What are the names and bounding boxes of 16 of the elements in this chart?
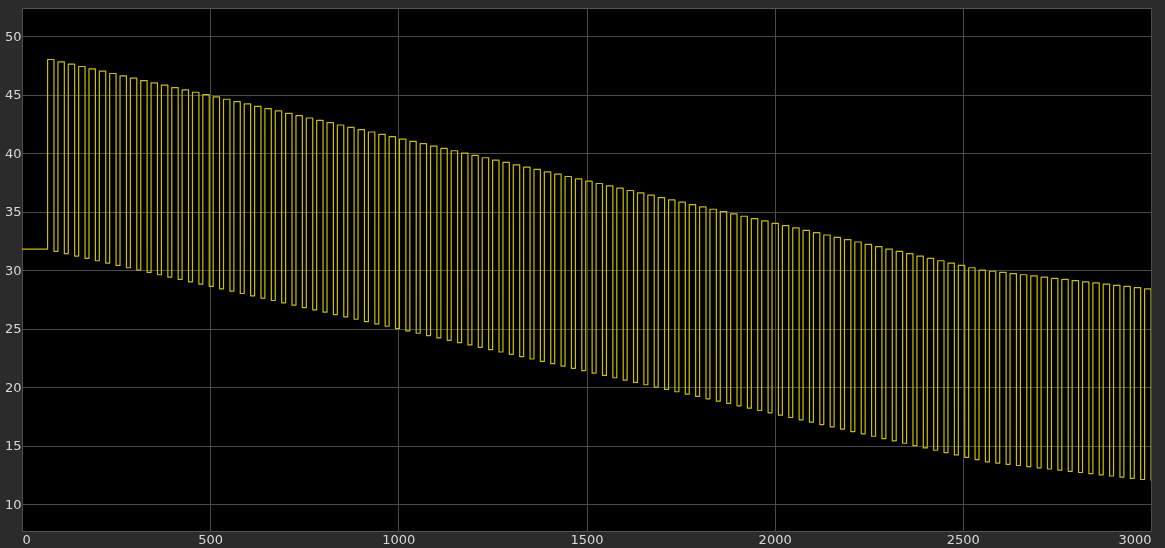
y-tick-label: 10 [4, 496, 22, 512]
x-tick-label: 0 [22, 531, 31, 547]
x-tick-label: 1500 [570, 531, 604, 547]
y-tick-label: 20 [4, 379, 22, 395]
y-tick-label: 40 [4, 145, 22, 161]
y-tick-label: 50 [4, 28, 22, 44]
x-tick-label: 2500 [946, 531, 980, 547]
y-tick-label: 35 [4, 204, 22, 220]
y-tick-label: 45 [4, 87, 22, 103]
y-tick-label: 15 [4, 438, 22, 454]
x-tick-label: 1000 [382, 531, 416, 547]
y-tick-label: 25 [4, 321, 22, 337]
x-tick-label: 3000 [1118, 531, 1152, 547]
y-tick-label: 30 [4, 262, 22, 278]
x-tick-label: 500 [198, 531, 224, 547]
x-tick-label: 2000 [758, 531, 792, 547]
